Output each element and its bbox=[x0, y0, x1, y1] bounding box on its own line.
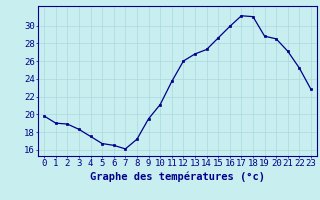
X-axis label: Graphe des températures (°c): Graphe des températures (°c) bbox=[90, 171, 265, 182]
